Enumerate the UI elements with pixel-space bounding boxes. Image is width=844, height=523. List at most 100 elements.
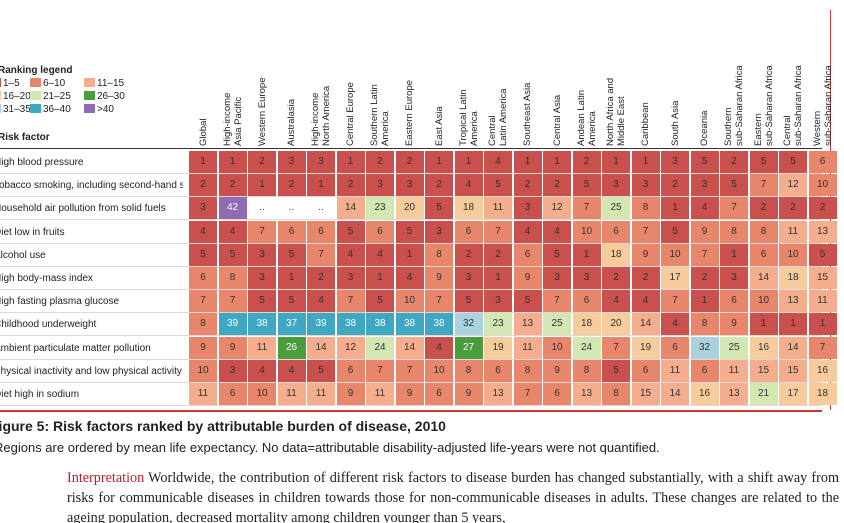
- legend-label: 1–5: [3, 78, 20, 89]
- row-divider: [0, 312, 822, 314]
- rank-cell: 4: [513, 220, 542, 243]
- column-header: Central Latin America: [487, 60, 509, 146]
- column-header: Southern Latin America: [369, 60, 391, 146]
- rank-cell: 10: [661, 243, 689, 266]
- rank-cell: 1: [336, 151, 365, 173]
- column-header: Andean Latin America: [576, 60, 598, 146]
- rank-cell: 6: [631, 359, 660, 382]
- rank-cell: 1: [513, 151, 542, 173]
- column-header: Australasia: [286, 60, 297, 146]
- rank-cell: 1: [454, 151, 483, 173]
- rank-cell: 1: [661, 197, 689, 220]
- figure-caption: Figure 5: Risk factors ranked by attribu…: [0, 418, 446, 434]
- legend-item: 1–5: [0, 78, 20, 90]
- rank-cell: 15: [749, 359, 778, 382]
- row-divider: [0, 196, 822, 198]
- rank-cell: 4: [336, 243, 365, 266]
- table-row: Diet high in sodium 11 6 10 11 11 9 11 9 6 9 13 7 6 13…: [0, 383, 837, 406]
- rank-cell: 9: [720, 313, 748, 336]
- rank-cell: 13: [808, 220, 837, 243]
- row-divider: [0, 289, 822, 290]
- rank-cell: 1: [248, 174, 276, 197]
- rank-cell: 10: [189, 359, 217, 382]
- rank-cell: 7: [513, 383, 542, 405]
- rank-cell: 6: [808, 151, 837, 173]
- rank-cell: 1: [307, 174, 335, 197]
- column-header-label: Western sub-Saharan Africa: [811, 65, 834, 146]
- rank-cell: 9: [454, 383, 483, 405]
- rank-cell: 38: [425, 313, 453, 336]
- rank-cell: 3: [543, 267, 571, 289]
- rank-cell: 8: [218, 267, 247, 289]
- rank-cell: 1: [808, 313, 837, 336]
- row-divider: [0, 219, 822, 221]
- rank-cell: 3: [572, 267, 601, 289]
- rank-cell: 5: [277, 290, 306, 313]
- rank-cell: 1: [425, 151, 453, 173]
- rank-cell: 7: [690, 243, 719, 266]
- column-header-label: High-income North America: [310, 85, 332, 146]
- legend-label: >40: [97, 104, 114, 115]
- rank-cell: 1: [602, 151, 630, 173]
- rank-cell: 7: [336, 290, 365, 313]
- column-header-label: Central Latin America: [487, 88, 509, 146]
- rank-cell: ..: [277, 197, 306, 220]
- rank-cell: 1: [218, 151, 247, 173]
- rank-cell: 3: [720, 267, 748, 289]
- column-header-label: Western Europe: [256, 77, 268, 146]
- rank-cell: 14: [307, 336, 335, 359]
- rank-cell: 11: [661, 359, 689, 382]
- table-row: High blood pressure 1 1 2 3 3 1 2 2 1 1 4 1 1 2 1 1 3 5 2 5 5…: [0, 151, 837, 174]
- legend-swatch: [30, 91, 41, 100]
- rank-cell: 20: [395, 197, 424, 220]
- rank-cell: 1: [543, 151, 571, 173]
- legend-item: 6–10: [30, 78, 65, 90]
- rank-cell: ..: [248, 197, 276, 220]
- rank-cell: 11: [720, 359, 748, 382]
- rank-cell: 13: [572, 383, 601, 405]
- rank-cell: 25: [602, 197, 630, 220]
- rank-cell: 2: [690, 267, 719, 289]
- rank-cell: 5: [454, 290, 483, 313]
- rank-cell: 13: [720, 383, 748, 405]
- column-header: Central Europe: [345, 60, 356, 146]
- column-header: South Asia: [670, 60, 681, 146]
- column-header-label: High-income Asia Pacific: [221, 92, 244, 146]
- rank-cell: 10: [779, 243, 807, 266]
- rank-cell: 2: [543, 174, 571, 197]
- rank-cell: 2: [484, 243, 512, 266]
- rank-cell: 7: [189, 290, 217, 313]
- table-bottom-rule: [0, 410, 822, 412]
- rank-cell: 7: [720, 197, 748, 220]
- rank-cell: 3: [248, 243, 276, 266]
- rank-cell: 24: [572, 336, 601, 359]
- rank-cell: 4: [307, 290, 335, 313]
- rank-cell: 14: [661, 383, 689, 405]
- rank-cell: 1: [572, 243, 601, 266]
- rank-cell: 9: [425, 267, 453, 289]
- rank-cell: 5: [749, 151, 778, 173]
- rank-cell: 4: [631, 290, 660, 313]
- rank-cell: 6: [690, 359, 719, 382]
- legend-label: 36–40: [43, 104, 71, 115]
- rank-cell: 2: [218, 174, 247, 197]
- rank-cell: 5: [661, 220, 689, 243]
- rank-cell: 6: [602, 220, 630, 243]
- rank-cell: 10: [543, 336, 571, 359]
- legend-label: 11–15: [97, 78, 125, 89]
- rank-cell: 6: [218, 383, 247, 405]
- legend-swatch: [30, 78, 41, 87]
- interpretation-paragraph: Interpretation Worldwide, the contributi…: [67, 468, 839, 523]
- rank-cell: 9: [395, 383, 424, 405]
- rank-cell: 11: [189, 383, 217, 405]
- rank-cell: 10: [572, 220, 601, 243]
- table-row: Diet low in fruits 4 4 7 6 6 5 6 5 3 6 7 4 4 10 6 7 5 9 8 8 1…: [0, 220, 837, 244]
- risk-factor-header: Risk factor: [0, 132, 50, 143]
- rank-cell: 11: [366, 383, 394, 405]
- rank-cell: 14: [749, 267, 778, 289]
- rank-cell: 38: [366, 313, 394, 336]
- rank-cell: 8: [425, 243, 453, 266]
- risk-factor-label: High blood pressure: [0, 157, 84, 168]
- rank-cell: 38: [395, 313, 424, 336]
- rank-cell: 2: [248, 151, 276, 173]
